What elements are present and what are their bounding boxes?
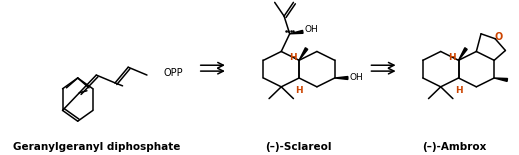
Text: H: H — [289, 53, 296, 62]
Polygon shape — [335, 77, 348, 80]
Polygon shape — [299, 48, 308, 60]
Polygon shape — [458, 48, 467, 60]
Text: OH: OH — [350, 73, 363, 82]
Text: H: H — [455, 86, 462, 95]
Text: H: H — [448, 53, 456, 62]
Text: (–)-Sclareol: (–)-Sclareol — [265, 142, 332, 152]
Text: H: H — [295, 86, 303, 95]
Text: OH: OH — [305, 25, 319, 34]
Text: Geranylgeranyl diphosphate: Geranylgeranyl diphosphate — [13, 142, 180, 152]
Polygon shape — [494, 78, 508, 81]
Text: O: O — [495, 32, 503, 42]
Polygon shape — [290, 30, 303, 34]
Text: OPP: OPP — [164, 68, 183, 78]
Text: (–)-Ambrox: (–)-Ambrox — [422, 142, 487, 152]
